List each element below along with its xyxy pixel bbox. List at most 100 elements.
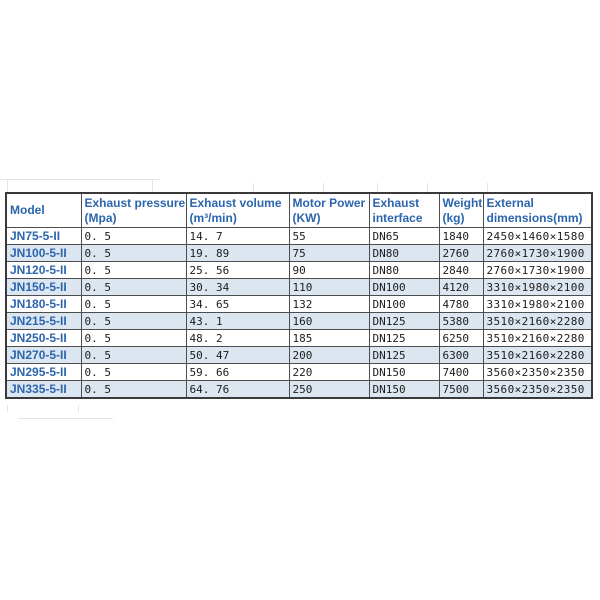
cell-interface: DN125 xyxy=(368,329,440,347)
header-line: Exhaust xyxy=(372,195,420,210)
cell-power: 90 xyxy=(288,261,370,279)
cell-model: JN250-5-II xyxy=(5,329,82,347)
cell-dimensions: 3560×2350×2350 xyxy=(482,380,593,399)
cell-weight: 6300 xyxy=(438,346,484,364)
cell-dimensions: 2760×1730×1900 xyxy=(482,261,593,279)
cell-model: JN100-5-II xyxy=(5,244,82,262)
cell-pressure: 0. 5 xyxy=(80,227,187,245)
cell-interface: DN125 xyxy=(368,312,440,330)
gridline-artifact xyxy=(253,183,254,192)
cell-power: 160 xyxy=(288,312,370,330)
header-line: Exhaust volume xyxy=(189,195,282,210)
cell-dimensions: 2450×1460×1580 xyxy=(482,227,593,245)
col-header-weight: Weight (kg) xyxy=(438,192,484,228)
cell-pressure: 0. 5 xyxy=(80,261,187,279)
cell-pressure: 0. 5 xyxy=(80,380,187,399)
gridline-artifact xyxy=(427,183,428,192)
cell-interface: DN150 xyxy=(368,363,440,381)
cell-model: JN215-5-II xyxy=(5,312,82,330)
header-line: (KW) xyxy=(292,210,321,225)
table-row: JN120-5-II 0. 5 25. 56 90 DN80 2840 2760… xyxy=(5,261,593,279)
cell-power: 110 xyxy=(288,278,370,296)
cell-volume: 34. 65 xyxy=(185,295,290,313)
header-line: Motor Power xyxy=(292,195,366,210)
header-line: External xyxy=(486,195,534,210)
cell-power: 132 xyxy=(288,295,370,313)
table-row: JN335-5-II 0. 5 64. 76 250 DN150 7500 35… xyxy=(5,380,593,399)
cell-model: JN150-5-II xyxy=(5,278,82,296)
cell-weight: 4120 xyxy=(438,278,484,296)
cell-power: 185 xyxy=(288,329,370,347)
cell-interface: DN150 xyxy=(368,380,440,399)
gridline-artifact xyxy=(487,183,488,192)
cell-model: JN270-5-II xyxy=(5,346,82,364)
cell-model: JN120-5-II xyxy=(5,261,82,279)
cell-weight: 1840 xyxy=(438,227,484,245)
cell-power: 220 xyxy=(288,363,370,381)
spec-table-container: Model Exhaust pressure (Mpa) Exhaust volu… xyxy=(5,192,593,399)
cell-model: JN335-5-II xyxy=(5,380,82,399)
cell-volume: 50. 47 xyxy=(185,346,290,364)
header-line: Exhaust pressure xyxy=(84,195,186,210)
gridline-artifact xyxy=(18,418,113,419)
gridline-artifact xyxy=(152,179,153,192)
cell-model: JN75-5-II xyxy=(5,227,82,245)
cell-volume: 14. 7 xyxy=(185,227,290,245)
cell-pressure: 0. 5 xyxy=(80,244,187,262)
cell-interface: DN80 xyxy=(368,261,440,279)
gridline-artifact xyxy=(323,183,324,192)
col-header-exhaust-volume: Exhaust volume (m³/min) xyxy=(185,192,290,228)
cell-power: 250 xyxy=(288,380,370,399)
table-row: JN295-5-II 0. 5 59. 66 220 DN150 7400 35… xyxy=(5,363,593,381)
table-row: JN150-5-II 0. 5 30. 34 110 DN100 4120 33… xyxy=(5,278,593,296)
cell-pressure: 0. 5 xyxy=(80,329,187,347)
cell-weight: 4780 xyxy=(438,295,484,313)
cell-dimensions: 3510×2160×2280 xyxy=(482,329,593,347)
cell-weight: 5380 xyxy=(438,312,484,330)
table-row: JN75-5-II 0. 5 14. 7 55 DN65 1840 2450×1… xyxy=(5,227,593,245)
header-line: (m³/min) xyxy=(189,210,237,225)
table-row: JN180-5-II 0. 5 34. 65 132 DN100 4780 33… xyxy=(5,295,593,313)
cell-weight: 7400 xyxy=(438,363,484,381)
cell-volume: 25. 56 xyxy=(185,261,290,279)
cell-weight: 2840 xyxy=(438,261,484,279)
cell-interface: DN100 xyxy=(368,295,440,313)
cell-power: 75 xyxy=(288,244,370,262)
cell-interface: DN65 xyxy=(368,227,440,245)
table-row: JN100-5-II 0. 5 19. 89 75 DN80 2760 2760… xyxy=(5,244,593,262)
header-line: interface xyxy=(372,210,423,225)
header-row: Model Exhaust pressure (Mpa) Exhaust volu… xyxy=(5,192,593,228)
cell-weight: 7500 xyxy=(438,380,484,399)
cell-model: JN180-5-II xyxy=(5,295,82,313)
table-row: JN270-5-II 0. 5 50. 47 200 DN125 6300 35… xyxy=(5,346,593,364)
header-line: (Mpa) xyxy=(84,210,117,225)
cell-dimensions: 3560×2350×2350 xyxy=(482,363,593,381)
cell-interface: DN125 xyxy=(368,346,440,364)
cell-power: 200 xyxy=(288,346,370,364)
gridline-artifact xyxy=(377,183,378,192)
cell-pressure: 0. 5 xyxy=(80,278,187,296)
cell-dimensions: 2760×1730×1900 xyxy=(482,244,593,262)
col-header-exhaust-pressure: Exhaust pressure (Mpa) xyxy=(80,192,187,228)
cell-weight: 6250 xyxy=(438,329,484,347)
cell-interface: DN100 xyxy=(368,278,440,296)
cell-volume: 43. 1 xyxy=(185,312,290,330)
table-row: JN250-5-II 0. 5 48. 2 185 DN125 6250 351… xyxy=(5,329,593,347)
cell-volume: 19. 89 xyxy=(185,244,290,262)
cell-pressure: 0. 5 xyxy=(80,346,187,364)
cell-dimensions: 3310×1980×2100 xyxy=(482,295,593,313)
table-row: JN215-5-II 0. 5 43. 1 160 DN125 5380 351… xyxy=(5,312,593,330)
header-line: dimensions(mm) xyxy=(486,210,583,225)
cell-volume: 48. 2 xyxy=(185,329,290,347)
cell-interface: DN80 xyxy=(368,244,440,262)
cell-volume: 64. 76 xyxy=(185,380,290,399)
cell-dimensions: 3510×2160×2280 xyxy=(482,346,593,364)
col-header-model: Model xyxy=(5,192,82,228)
cell-power: 55 xyxy=(288,227,370,245)
header-line: Model xyxy=(10,203,45,217)
col-header-external-dimensions: External dimensions(mm) xyxy=(482,192,593,228)
cell-weight: 2760 xyxy=(438,244,484,262)
cell-pressure: 0. 5 xyxy=(80,295,187,313)
header-line: (kg) xyxy=(442,210,465,225)
